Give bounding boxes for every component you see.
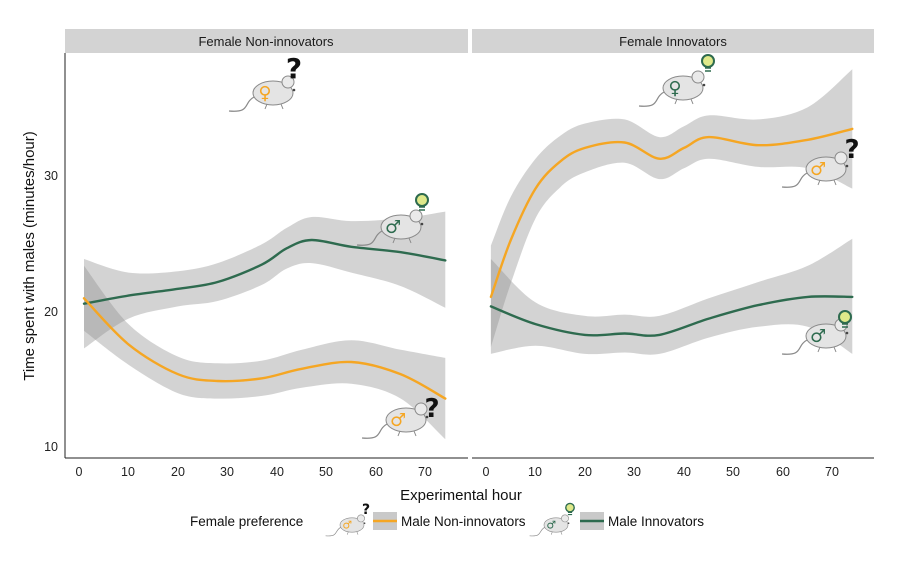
- svg-text:♂: ♂: [546, 519, 556, 532]
- x-tick-label: 50: [726, 465, 740, 479]
- x-axis-title: Experimental hour: [400, 487, 522, 504]
- x-tick-label: 60: [776, 465, 790, 479]
- y-tick-label: 20: [44, 305, 58, 319]
- svg-text:♂: ♂: [810, 159, 826, 180]
- question-mark-icon: ?: [424, 394, 439, 424]
- svg-text:♀: ♀: [258, 83, 271, 104]
- legend-title: Female preference: [190, 514, 303, 529]
- svg-text:♂: ♂: [810, 326, 826, 347]
- lightbulb-icon: [838, 310, 852, 328]
- x-tick-label: 10: [121, 465, 135, 479]
- smoothed-lines: [82, 127, 854, 400]
- series-line-panel1-male-non-innovators: [82, 297, 447, 400]
- male-non-innovator-mouse-icon: ♂: [781, 151, 849, 188]
- x-tick-label: 70: [418, 465, 432, 479]
- legend-label-non-innovators: Male Non-innovators: [401, 514, 526, 529]
- lightbulb-icon: [415, 193, 429, 211]
- male-non-innovator-mouse-icon: ♂: [361, 402, 429, 439]
- lightbulb-icon: [701, 54, 715, 72]
- y-tick-label: 30: [44, 169, 58, 183]
- confidence-bands: [84, 69, 853, 440]
- strip-female-innovators: [472, 29, 874, 53]
- svg-text:♂: ♂: [385, 217, 401, 238]
- x-tick-label: 50: [319, 465, 333, 479]
- x-tick-label: 30: [220, 465, 234, 479]
- x-tick-label: 10: [528, 465, 542, 479]
- x-tick-label: 70: [825, 465, 839, 479]
- x-tick-label: 0: [483, 465, 490, 479]
- question-mark-icon: ?: [286, 52, 302, 85]
- series-line-panel1-male-innovators: [82, 238, 447, 305]
- x-tick-label: 40: [677, 465, 691, 479]
- x-tick-label: 20: [171, 465, 185, 479]
- strip-female-innovators-label: Female Innovators: [619, 34, 727, 49]
- ci-band-panel2-series1: [490, 69, 853, 348]
- y-axis-title: Time spent with males (minutes/hour): [21, 131, 38, 381]
- female-non-innovator-mouse-icon: ♀: [228, 75, 296, 112]
- svg-text:♂: ♂: [390, 410, 406, 431]
- x-tick-label: 60: [369, 465, 383, 479]
- strip-female-non-innovators: [65, 29, 468, 53]
- lightbulb-icon: [565, 502, 575, 516]
- series-line-panel2-male-non-innovators: [489, 127, 854, 299]
- ci-band-panel1-series2: [84, 265, 446, 440]
- x-tick-label: 40: [270, 465, 284, 479]
- legend-mouse-non-innovator-icon: ♂: [325, 514, 366, 537]
- question-mark-icon: ?: [362, 502, 370, 518]
- question-mark-icon: ?: [844, 135, 859, 165]
- strip-female-non-innovators-label: Female Non-innovators: [198, 34, 334, 49]
- x-tick-label: 0: [76, 465, 83, 479]
- male-innovator-mouse-icon: ♂: [356, 209, 424, 246]
- female-innovator-mouse-icon: ♀: [638, 70, 706, 107]
- svg-text:♀: ♀: [668, 78, 681, 99]
- svg-text:♂: ♂: [342, 519, 352, 532]
- x-tick-label: 20: [578, 465, 592, 479]
- series-line-panel2-male-innovators: [489, 295, 854, 337]
- ci-band-panel2-series2: [490, 238, 853, 355]
- legend-label-innovators: Male Innovators: [608, 514, 704, 529]
- legend-mouse-innovator-icon: ♂: [529, 514, 570, 537]
- ci-band-panel1-series1: [84, 211, 446, 349]
- x-tick-label: 30: [627, 465, 641, 479]
- y-tick-label: 10: [44, 440, 58, 454]
- male-innovator-mouse-icon: ♂: [781, 318, 849, 355]
